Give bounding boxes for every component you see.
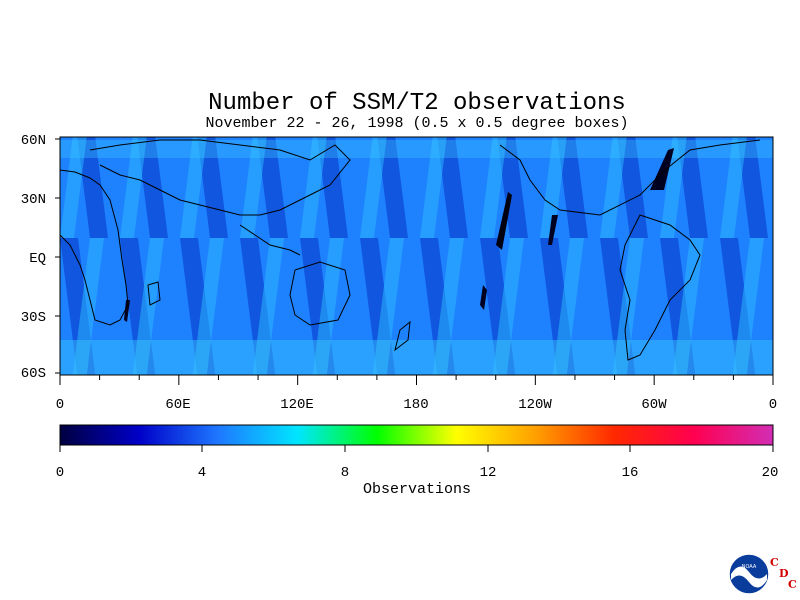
- colorbar: [59, 424, 774, 446]
- colorbar-label: Observations: [362, 481, 472, 498]
- eurasia-outline: [89, 139, 351, 216]
- north-america-outline: [499, 139, 761, 216]
- colorbar-tick-20: 20: [762, 465, 779, 481]
- lon-label-0: 0: [56, 397, 64, 413]
- map-background: [60, 137, 773, 375]
- colorbar-tick-12: 12: [480, 465, 497, 481]
- lat-label-60n: 60N: [21, 133, 46, 149]
- cdc-letter-c2: C: [788, 578, 797, 591]
- colorbar-tick-4: 4: [198, 465, 206, 481]
- data-gap: [548, 215, 558, 245]
- lon-label-60w: 60W: [641, 397, 667, 413]
- noaa-logo: NOAA: [728, 553, 770, 595]
- data-gap: [124, 300, 130, 322]
- lat-label-eq: EQ: [29, 251, 46, 267]
- high-lat-band-south: [60, 340, 773, 375]
- noaa-bird-icon: [731, 566, 767, 588]
- coastlines: [60, 139, 761, 361]
- lon-axis: [59, 375, 774, 385]
- map-title: Number of SSM/T2 observations: [208, 90, 626, 117]
- data-gap: [496, 192, 512, 250]
- south-america-outline: [619, 214, 701, 361]
- colorbar-ticks: 0 4 8 12 16 20: [56, 445, 779, 481]
- lon-label-180: 180: [403, 397, 428, 413]
- australia-outline: [289, 261, 351, 326]
- lat-label-60s: 60S: [21, 366, 46, 382]
- sea-islands-outline: [239, 224, 301, 256]
- lon-label-120e: 120E: [280, 397, 314, 413]
- colorbar-tick-16: 16: [622, 465, 639, 481]
- lat-axis: 60N 30N EQ 30S 60S: [21, 133, 60, 382]
- cdc-letter-d: D: [779, 567, 789, 580]
- africa-outline: [60, 169, 129, 326]
- lat-label-30n: 30N: [21, 192, 46, 208]
- lon-label-60e: 60E: [165, 397, 190, 413]
- data-gap: [480, 285, 487, 310]
- lon-label-0-end: 0: [769, 397, 777, 413]
- cdc-letter-c1: C: [770, 556, 779, 569]
- colorbar-tick-8: 8: [341, 465, 349, 481]
- new-zealand-outline: [394, 320, 411, 352]
- lon-label-120w: 120W: [518, 397, 552, 413]
- madagascar-outline: [147, 281, 161, 306]
- observation-map: [60, 137, 773, 375]
- map-subtitle: November 22 - 26, 1998 (0.5 x 0.5 degree…: [205, 115, 629, 132]
- colorbar-tick-0: 0: [56, 465, 64, 481]
- lon-labels: 0 60E 120E 180 120W 60W 0: [56, 397, 777, 413]
- noaa-emblem-text: NOAA: [742, 564, 757, 570]
- lat-label-30s: 30S: [21, 310, 46, 326]
